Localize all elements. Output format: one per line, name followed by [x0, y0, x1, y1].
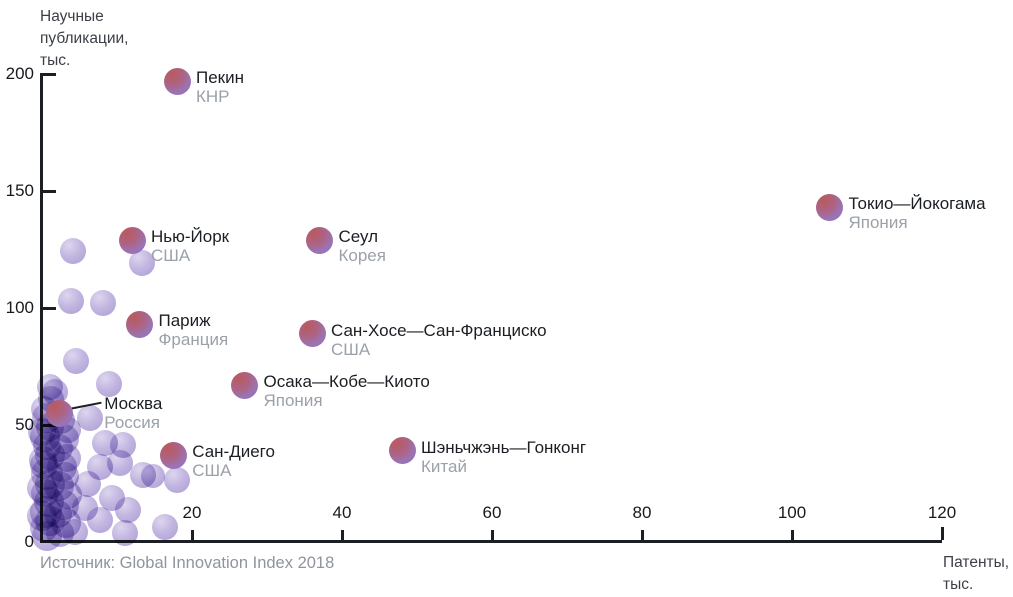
- country-name: США: [331, 339, 371, 359]
- city-label: Пекин КНР: [196, 68, 244, 106]
- city-label: Сан-Диего США: [192, 442, 275, 480]
- city-bubble: [118, 226, 146, 254]
- background-bubble: [152, 514, 178, 541]
- country-name: США: [151, 246, 191, 266]
- city-bubble: [126, 310, 153, 338]
- city-label: Токио—Йокогама Япония: [849, 194, 986, 232]
- x-tick: [490, 530, 494, 540]
- y-axis-line: [40, 73, 43, 543]
- y-tick-label: 200: [5, 64, 34, 83]
- city-label: Осака—Кобе—Киото Япония: [264, 372, 430, 410]
- x-axis-line: [40, 540, 942, 543]
- background-bubble: [95, 371, 122, 398]
- country-name: КНР: [196, 87, 230, 107]
- x-tick-label: 40: [332, 503, 352, 522]
- city-name: Шэньчжэнь—Гонконг: [421, 437, 587, 457]
- x-tick-label: 80: [632, 503, 652, 522]
- y-axis-title-line: Научные: [40, 8, 104, 25]
- x-tick-label: 60: [482, 503, 502, 522]
- source-note: Источник: Global Innovation Index 2018: [40, 554, 335, 572]
- background-bubble: [164, 466, 190, 493]
- country-name: Россия: [104, 413, 160, 433]
- city-name: Пекин: [196, 68, 244, 88]
- city-name: Сеул: [338, 227, 379, 247]
- country-name: Китай: [421, 456, 467, 476]
- city-bubble: [298, 320, 326, 348]
- country-name: США: [192, 461, 232, 481]
- country-name: Франция: [158, 330, 229, 350]
- x-axis-title-line: Патенты,: [943, 554, 1010, 571]
- city-label: Шэньчжэнь—Гонконг Китай: [421, 438, 586, 476]
- city-name: Нью-Йорк: [151, 227, 230, 247]
- city-bubble: [388, 437, 416, 465]
- city-bubble: [45, 399, 73, 427]
- city-name: Москва: [104, 394, 163, 414]
- city-name: Париж: [158, 311, 211, 331]
- background-bubble: [62, 347, 89, 374]
- city-bubble: [816, 193, 843, 221]
- background-bubble: [89, 290, 116, 317]
- city-bubble: [163, 67, 191, 95]
- x-tick-label: 20: [182, 503, 202, 522]
- y-axis-title-line: публикации,: [40, 30, 129, 47]
- background-bubble: [141, 464, 165, 489]
- country-name: Корея: [338, 246, 386, 266]
- background-bubble: [58, 287, 85, 314]
- city-label: Нью-Йорк США: [151, 227, 229, 265]
- background-bubble: [77, 404, 103, 431]
- y-tick: [43, 306, 56, 310]
- city-label: Сан-Хосе—Сан-Франциско США: [331, 321, 547, 359]
- x-tick: [340, 530, 344, 540]
- city-bubble: [231, 371, 258, 399]
- x-axis-title: Патенты, тыс.: [943, 552, 1009, 596]
- background-bubble: [112, 520, 139, 547]
- city-label: Сеул Корея: [339, 227, 386, 265]
- city-name: Сан-Диего: [192, 442, 275, 462]
- y-tick-label: 150: [5, 181, 34, 200]
- x-tick: [190, 530, 194, 540]
- x-tick-label: 120: [927, 503, 957, 522]
- city-name: Осака—Кобе—Киото: [263, 372, 430, 392]
- x-tick: [940, 527, 944, 540]
- background-bubble: [128, 250, 155, 277]
- city-name: Токио—Йокогама: [848, 194, 986, 214]
- y-tick-label: 0: [24, 532, 34, 551]
- y-tick: [43, 189, 56, 193]
- y-tick: [43, 72, 56, 76]
- y-tick-label: 100: [5, 298, 34, 317]
- city-name: Сан-Хосе—Сан-Франциско: [331, 320, 547, 340]
- country-name: Япония: [263, 391, 323, 411]
- x-tick-label: 100: [777, 503, 807, 522]
- x-axis-title-line: тыс.: [943, 576, 974, 593]
- city-bubble: [306, 226, 333, 254]
- x-tick: [790, 530, 794, 540]
- city-label: Париж Франция: [159, 311, 229, 349]
- country-name: Япония: [848, 213, 908, 233]
- background-bubble: [59, 237, 86, 264]
- city-label: Москва Россия: [104, 394, 162, 432]
- background-bubble: [86, 507, 113, 533]
- x-tick: [640, 530, 644, 540]
- y-axis-title-line: тыс.: [40, 52, 71, 69]
- city-bubble: [159, 441, 187, 469]
- y-axis-title: Научные публикации, тыс.: [40, 6, 128, 72]
- background-bubble: [115, 496, 142, 523]
